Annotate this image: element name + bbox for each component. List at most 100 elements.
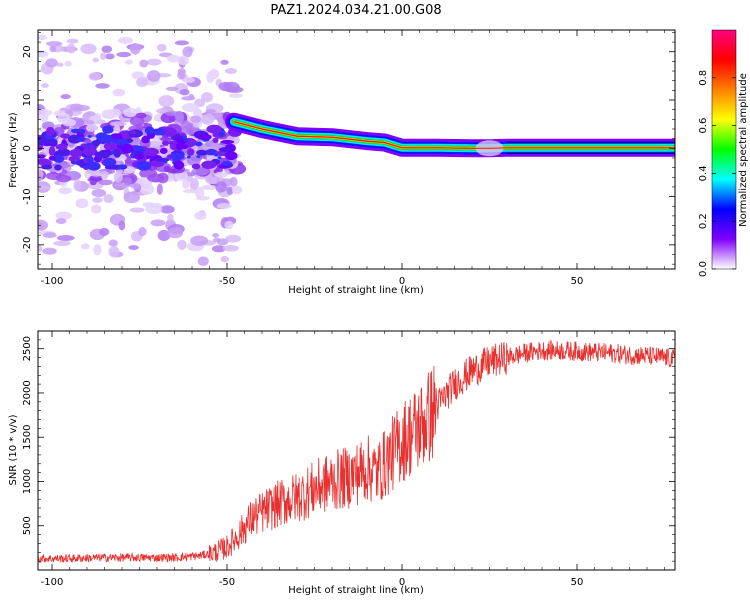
x-tick-label: -50 <box>219 276 235 287</box>
signal-blob <box>48 145 56 156</box>
noise-blob <box>229 176 238 187</box>
signal-blob <box>218 147 233 152</box>
noise-blob <box>145 204 163 214</box>
signal-blob <box>195 149 208 156</box>
noise-blob <box>166 54 180 63</box>
figure-title: PAZ1.2024.034.21.00.G08 <box>270 3 441 18</box>
noise-blob <box>94 113 102 121</box>
noise-blob <box>80 43 97 55</box>
noise-blob <box>56 175 72 183</box>
signal-blob <box>110 133 123 140</box>
noise-blob <box>58 187 72 195</box>
noise-blob <box>60 94 71 100</box>
y-tick-label: 0 <box>22 145 33 151</box>
x-tick-label: 0 <box>399 577 405 588</box>
signal-spot <box>72 161 77 165</box>
signal-blob <box>48 155 56 161</box>
signal-blob <box>91 140 100 147</box>
signal-spot <box>182 136 187 140</box>
snr-background <box>38 331 675 570</box>
colorbar-tick-label: 0.8 <box>698 70 709 86</box>
signal-blob <box>191 163 201 170</box>
noise-blob <box>98 179 113 186</box>
noise-blob <box>139 59 149 68</box>
noise-blob <box>189 178 200 190</box>
noise-blob <box>42 247 57 255</box>
signal-blob <box>77 136 86 142</box>
noise-blob <box>123 191 141 204</box>
noise-blob <box>150 219 166 227</box>
noise-blob <box>157 229 171 242</box>
noise-blob <box>224 67 237 74</box>
snr-ticks: -100 -50 0 50 500 1000 1500 2000 2500 <box>22 330 675 588</box>
snr-panel: -100 -50 0 50 500 1000 1500 2000 2500 Height of … <box>8 330 676 596</box>
signal-blob <box>113 148 121 158</box>
signal-blob <box>103 158 116 168</box>
colorbar-tick-label: 0.4 <box>698 165 709 181</box>
signal-blob <box>144 126 155 135</box>
noise-blob <box>181 103 199 112</box>
noise-blob <box>38 185 50 190</box>
signal-spot <box>87 134 92 138</box>
noise-blob <box>147 173 165 183</box>
noise-blob <box>129 43 141 55</box>
signal-blob <box>129 129 137 135</box>
noise-blob <box>188 93 195 100</box>
noise-blob <box>197 256 209 267</box>
noise-blob <box>138 226 147 237</box>
colorbar-tick-label: 0.6 <box>698 118 709 134</box>
snr-y-label: SNR (10 * v/v) <box>8 414 19 485</box>
signal-blob <box>173 160 185 170</box>
noise-blob <box>124 59 133 65</box>
signal-blob <box>67 134 81 144</box>
noise-blob <box>101 45 113 53</box>
noise-blob <box>85 124 99 132</box>
y-tick-label: 2000 <box>22 380 33 405</box>
noise-blob <box>42 232 57 239</box>
noise-blob <box>181 125 197 135</box>
y-tick-label: 1000 <box>22 469 33 494</box>
noise-blob <box>45 41 63 47</box>
colorbar-tick-label: 0.0 <box>698 261 709 277</box>
spectrogram-marks <box>38 34 675 267</box>
noise-blob <box>113 171 123 183</box>
signal-blob <box>53 154 65 163</box>
signal-spot <box>97 136 102 140</box>
signal-blob <box>127 129 143 138</box>
signal-blob <box>220 139 235 144</box>
signal-blob <box>194 141 203 147</box>
signal-blob <box>162 140 170 146</box>
noise-blob <box>93 244 102 256</box>
noise-blob <box>179 88 190 96</box>
signal-blob <box>206 124 222 134</box>
signal-blob <box>205 148 218 156</box>
noise-blob <box>56 62 64 67</box>
noise-blob <box>167 213 174 222</box>
signal-spot <box>163 160 168 164</box>
x-tick-label: -100 <box>41 577 64 588</box>
noise-blob <box>174 110 185 123</box>
noise-blob <box>224 220 234 230</box>
signal-blob <box>201 160 217 169</box>
signal-blob <box>141 135 150 144</box>
signal-blob <box>68 155 80 162</box>
spectrogram-x-label: Height of straight line (km) <box>288 285 424 296</box>
signal-blob <box>54 164 62 171</box>
noise-blob <box>194 211 207 220</box>
y-tick-label: -10 <box>22 188 33 204</box>
signal-blob <box>60 133 71 139</box>
snr-series-line <box>38 339 675 564</box>
signal-blob <box>102 125 114 134</box>
signal-blob <box>224 151 238 161</box>
signal-blob <box>159 147 168 154</box>
signal-blob <box>41 164 53 170</box>
noise-blob <box>108 108 121 118</box>
noise-blob <box>202 184 218 191</box>
noise-blob <box>190 235 209 246</box>
noise-blob <box>226 186 234 195</box>
signal-blob <box>87 161 101 171</box>
noise-blob <box>182 46 193 58</box>
noise-blob <box>92 197 103 204</box>
signal-spot <box>196 155 201 159</box>
